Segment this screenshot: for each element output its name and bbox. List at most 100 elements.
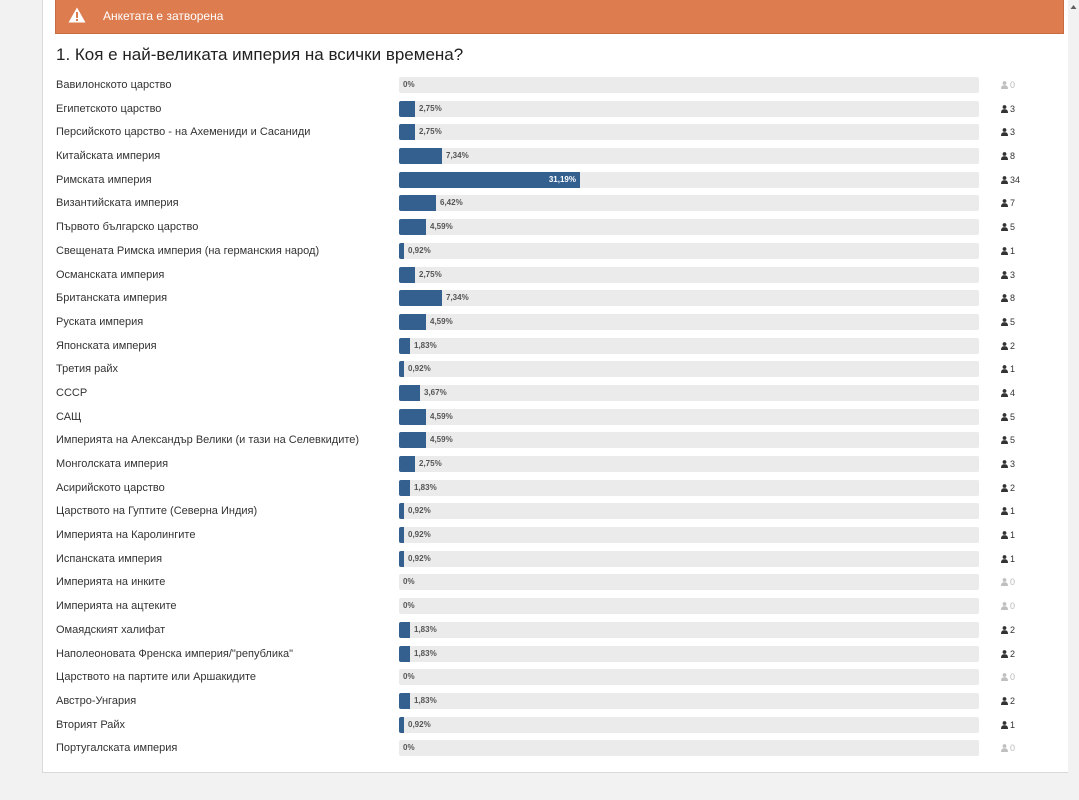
vote-count-value: 0 — [1010, 601, 1016, 612]
user-icon — [1001, 460, 1008, 468]
user-icon — [1001, 270, 1008, 279]
result-bar-track: 2,75% — [399, 124, 979, 141]
poll-option-row: Третия райх 0,92% 1 — [43, 357, 1079, 381]
user-icon — [1001, 696, 1008, 705]
vote-count-value: 5 — [1010, 435, 1016, 446]
vote-count: 5 — [1001, 215, 1015, 239]
option-label: Португалската империя — [56, 742, 178, 755]
question-title: 1. Коя е най-великата империя на всички … — [56, 45, 464, 64]
result-bar-track: 0,92% — [399, 503, 979, 520]
option-label: Царството на партите или Аршакидите — [56, 671, 257, 684]
percent-label: 2,75% — [419, 269, 442, 279]
percent-label: 0,92% — [408, 530, 431, 540]
vote-count-value: 2 — [1010, 340, 1016, 351]
result-bar-fill — [399, 479, 410, 496]
vote-count-value: 1 — [1010, 530, 1016, 541]
result-bar-fill — [399, 313, 426, 330]
option-label: Испанската империя — [56, 552, 163, 565]
vote-count: 2 — [1001, 689, 1015, 713]
user-icon — [1001, 602, 1008, 611]
option-label: Персийското царство - на Ахемениди и Сас… — [56, 126, 311, 139]
vote-count: 1 — [1001, 239, 1015, 263]
user-icon — [1001, 223, 1008, 232]
vote-count-value: 34 — [1010, 174, 1021, 185]
result-bar-fill — [399, 645, 410, 662]
result-bar-track: 7,34% — [399, 148, 979, 165]
percent-label: 2,75% — [419, 127, 442, 137]
option-label: Първото българско царство — [56, 221, 199, 234]
result-bar-track: 0% — [399, 77, 979, 93]
vote-count-value: 8 — [1010, 151, 1016, 162]
option-label: САЩ — [56, 410, 82, 423]
result-bar-fill — [399, 621, 410, 638]
vote-count-value: 2 — [1010, 695, 1016, 706]
poll-option-row: Асирийското царство 1,83% 2 — [43, 476, 1079, 500]
result-bar-track: 4,59% — [399, 432, 979, 449]
poll-option-row: Японската империя 1,83% 2 — [43, 334, 1079, 358]
option-label: Японската империя — [56, 339, 157, 352]
user-icon — [1001, 578, 1008, 587]
user-icon — [1001, 175, 1008, 184]
scroll-up-arrow-icon — [1070, 5, 1077, 9]
vote-count: 34 — [1001, 168, 1020, 192]
vote-count: 1 — [1001, 713, 1015, 737]
vote-count-value: 4 — [1010, 387, 1016, 398]
result-bar-fill — [399, 266, 415, 283]
vote-count-value: 0 — [1010, 743, 1016, 754]
result-bar-fill — [399, 456, 415, 472]
user-icon — [1001, 412, 1008, 421]
alert-text: Анкетата е затворена — [103, 9, 224, 23]
user-icon — [1001, 436, 1008, 445]
warning-icon — [68, 7, 86, 23]
poll-option-row: Римската империя 31,19% 34 — [43, 168, 1079, 192]
result-bar-track: 31,19% — [399, 171, 979, 188]
option-label: Вавилонското царство — [56, 79, 172, 91]
vote-count-value: 3 — [1010, 269, 1016, 280]
vote-count: 8 — [1001, 286, 1015, 310]
result-bar-fill — [399, 716, 404, 733]
vote-count-value: 2 — [1010, 624, 1016, 635]
poll-option-row: Империята на инките 0% 0 — [43, 570, 1079, 594]
percent-label: 1,83% — [414, 482, 437, 492]
poll-option-row: Испанската империя 0,92% 1 — [43, 547, 1079, 571]
vote-count: 0 — [1001, 665, 1015, 689]
percent-label: 0% — [403, 672, 415, 682]
vote-count: 1 — [1001, 547, 1015, 571]
result-bar-track: 2,75% — [399, 456, 979, 472]
result-bar-fill — [399, 148, 442, 165]
percent-label: 2,75% — [419, 459, 442, 468]
option-label: Австро-Унгария — [56, 694, 137, 707]
vote-count-value: 1 — [1010, 364, 1016, 375]
poll-option-row: Наполеоновата Френска империя/"република… — [43, 642, 1079, 666]
option-label: Царството на Гуптите (Северна Индия) — [56, 505, 258, 518]
option-label: Свещената Римска империя (на германския … — [56, 244, 320, 257]
poll-option-row: Руската империя 4,59% 5 — [43, 310, 1079, 334]
poll-option-row: Китайската империя 7,34% 8 — [43, 144, 1079, 168]
user-icon — [1001, 531, 1008, 540]
vote-count: 5 — [1001, 405, 1015, 429]
vote-count-value: 2 — [1010, 482, 1016, 493]
result-bar-fill — [399, 384, 420, 401]
percent-label: 4,59% — [430, 411, 453, 421]
poll-results: Вавилонското царство 0% 0 Египетското царст… — [43, 73, 1079, 760]
poll-option-row: Царството на партите или Аршакидите 0% 0 — [43, 665, 1079, 689]
poll-option-row: Първото българско царство 4,59% 5 — [43, 215, 1079, 239]
poll-option-row: Британската империя 7,34% 8 — [43, 286, 1079, 310]
poll-option-row: СССР 3,67% 4 — [43, 381, 1079, 405]
percent-label: 7,34% — [446, 293, 469, 303]
result-bar-track: 0% — [399, 574, 979, 591]
option-label: Руската империя — [56, 315, 144, 328]
percent-label: 6,42% — [440, 198, 463, 208]
option-label: Османската империя — [56, 268, 165, 281]
option-label: Римската империя — [56, 173, 152, 186]
vote-count-value: 7 — [1010, 198, 1016, 209]
result-bar-track: 7,34% — [399, 290, 979, 307]
vote-count: 1 — [1001, 523, 1015, 547]
result-bar-track: 6,42% — [399, 195, 979, 212]
scrollbar[interactable] — [1068, 0, 1079, 800]
vote-count: 3 — [1001, 120, 1015, 144]
vote-count-value: 0 — [1010, 80, 1016, 90]
user-icon — [1001, 294, 1008, 303]
result-bar-track: 2,75% — [399, 266, 979, 283]
percent-label: 1,83% — [414, 648, 437, 658]
